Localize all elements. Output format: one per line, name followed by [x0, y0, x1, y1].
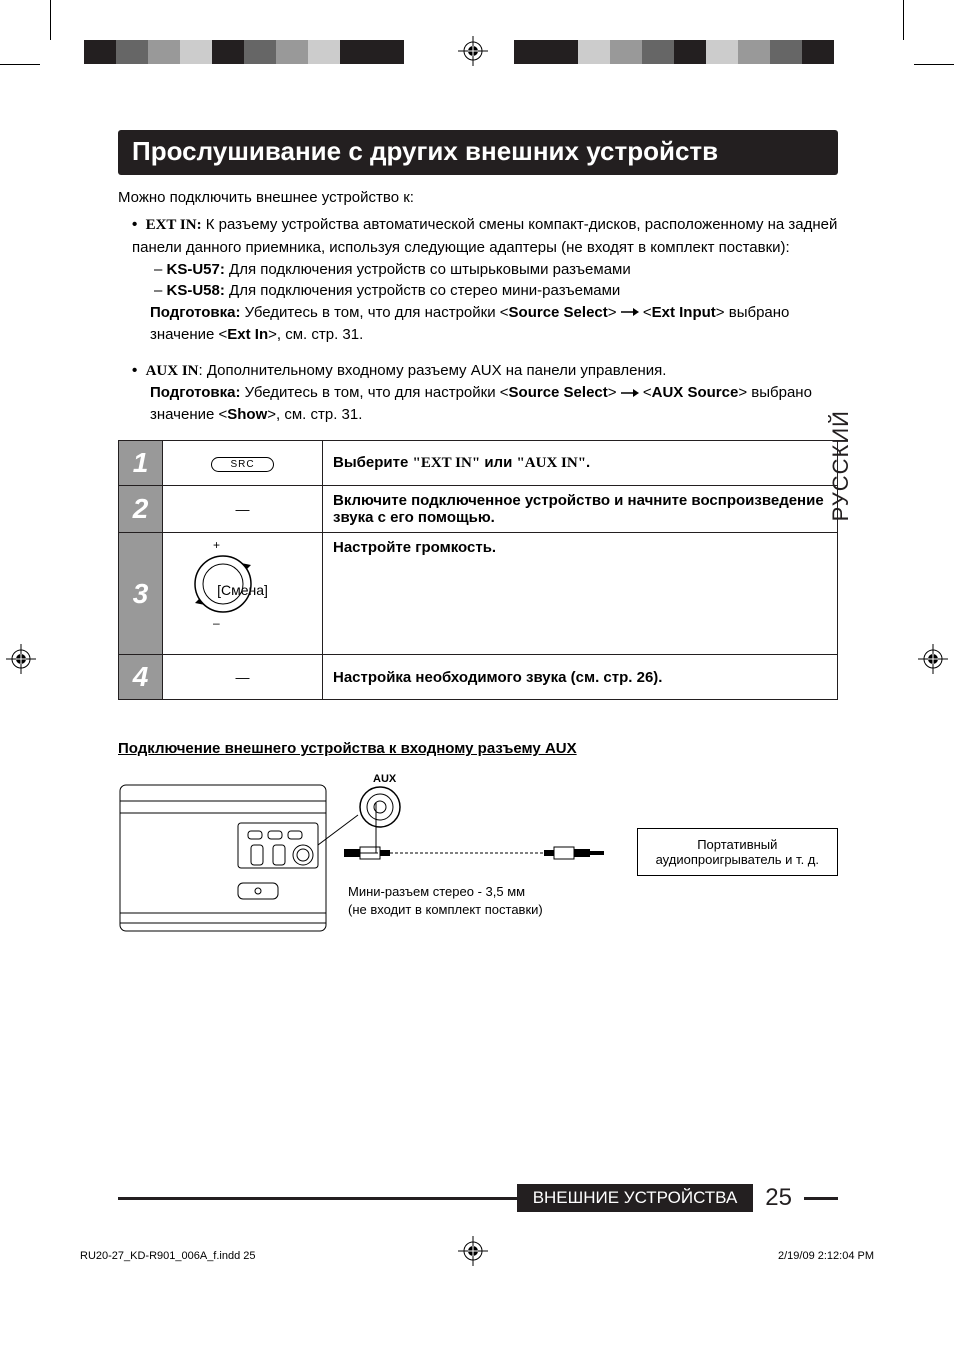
step-desc: Настройка необходимого звука (см. стр. 2…	[323, 655, 838, 700]
ks-u58-text: Для подключения устройств со стерео мини…	[225, 282, 620, 299]
steps-table: 1 SRC Выберите "EXT IN" или "AUX IN". 2 …	[118, 440, 838, 700]
print-date: 2/19/09 2:12:04 PM	[778, 1250, 874, 1262]
page-footer: ВНЕШНИЕ УСТРОЙСТВА 25	[118, 1184, 838, 1212]
connection-diagram: AUX	[118, 773, 838, 973]
table-row: 4 — Настройка необходимого звука (см. ст…	[119, 655, 838, 700]
step-desc: Настройте громкость.	[323, 533, 838, 655]
crop-mark	[50, 0, 51, 40]
step-number: 1	[119, 441, 163, 486]
registration-bar-top-left	[84, 40, 404, 64]
step-image: SRC	[163, 441, 323, 486]
ks-u57-label: KS-U57:	[167, 261, 225, 278]
knob-label: [Смена]	[217, 582, 268, 598]
footer-rule	[804, 1197, 838, 1200]
table-row: 1 SRC Выберите "EXT IN" или "AUX IN".	[119, 441, 838, 486]
step-image: —	[163, 486, 323, 533]
aux-prep-label: Подготовка:	[150, 384, 240, 401]
head-unit-icon	[118, 783, 328, 933]
step-image: —	[163, 655, 323, 700]
footer-section: ВНЕШНИЕ УСТРОЙСТВА	[517, 1184, 754, 1212]
crop-mark	[903, 0, 904, 40]
file-name: RU20-27_KD-R901_006A_f.indd 25	[80, 1250, 256, 1262]
crop-mark	[914, 64, 954, 65]
footer-rule	[118, 1197, 517, 1200]
cable-icon	[344, 845, 604, 861]
src-button-icon: SRC	[211, 457, 273, 472]
registration-target-left	[6, 644, 36, 674]
step-image: + – [Смена]	[163, 533, 323, 655]
ext-in-block: • EXT IN: К разъему устройства автоматич…	[118, 214, 838, 346]
ext-in-label: EXT IN:	[146, 217, 202, 233]
cable-caption: Мини-разъем стерео - 3,5 мм (не входит в…	[348, 883, 543, 919]
registration-bar-top-right	[514, 40, 834, 64]
intro-text: Можно подключить внешнее устройство к:	[118, 189, 838, 206]
crop-mark	[0, 64, 40, 65]
aux-port-label: AUX	[373, 773, 396, 785]
registration-target-top	[458, 36, 488, 66]
registration-target-right	[918, 644, 948, 674]
svg-text:+: +	[213, 539, 220, 552]
ext-prep-label: Подготовка:	[150, 304, 240, 321]
page-content: Прослушивание с других внешних устройств…	[118, 130, 838, 973]
svg-text:–: –	[213, 616, 220, 629]
step-desc: Выберите "EXT IN" или "AUX IN".	[323, 441, 838, 486]
page-number: 25	[753, 1184, 804, 1212]
aux-in-text: : Дополнительному входному разъему AUX н…	[199, 362, 667, 379]
arrow-icon	[621, 383, 639, 405]
arrow-icon	[621, 302, 639, 324]
ks-u58-label: KS-U58:	[167, 282, 225, 299]
connection-subheading: Подключение внешнего устройства к входно…	[118, 740, 838, 757]
ks-u57-text: Для подключения устройств со штырьковыми…	[225, 261, 631, 278]
table-row: 2 — Включите подключенное устройство и н…	[119, 486, 838, 533]
print-metadata: RU20-27_KD-R901_006A_f.indd 25 2/19/09 2…	[80, 1250, 874, 1262]
aux-in-label: AUX IN	[146, 363, 199, 379]
portable-device-box: Портативный аудиопроигрыватель и т. д.	[637, 828, 838, 876]
step-number: 4	[119, 655, 163, 700]
step-number: 3	[119, 533, 163, 655]
step-desc: Включите подключенное устройство и начни…	[323, 486, 838, 533]
ext-in-text: К разъему устройства автоматической смен…	[132, 216, 837, 256]
aux-in-block: • AUX IN: Дополнительному входному разъе…	[118, 360, 838, 426]
step-number: 2	[119, 486, 163, 533]
table-row: 3 + – [Смена] Настройте громкость.	[119, 533, 838, 655]
page-title: Прослушивание с других внешних устройств	[118, 130, 838, 175]
